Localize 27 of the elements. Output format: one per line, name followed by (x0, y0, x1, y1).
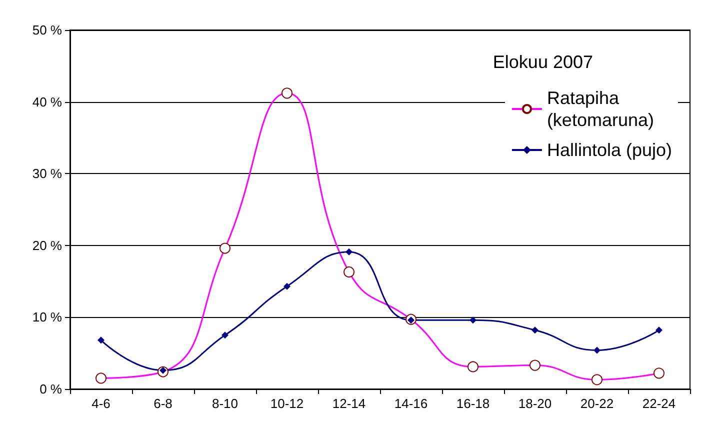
point (656, 326, 662, 334)
y-tick-label: 0 % (40, 382, 62, 396)
y-tick-label: 30 % (32, 166, 62, 182)
x-tick-label: 8-10 (212, 396, 238, 411)
x-tick-label: 14-16 (394, 396, 428, 411)
legend-label: Hallintola (pujo) (546, 140, 672, 160)
point (222, 332, 228, 339)
point (470, 316, 476, 324)
x-tick-label: 16-18 (456, 396, 490, 411)
x-tick-label: 22-24 (642, 396, 676, 411)
y-tick-label: 50 % (32, 22, 62, 38)
x-tick-label: 18-20 (518, 396, 552, 411)
x-tick-label: 12-14 (332, 396, 366, 411)
y-tick-label: 10 % (32, 310, 62, 325)
x-tick-label: 6-8 (154, 396, 172, 411)
legend-label: Ratapiha (ketomaruna) (546, 88, 654, 130)
x-tick-label: 10-12 (270, 396, 304, 411)
y-tick-label: 40 % (32, 94, 62, 110)
y-tick-label: 20 % (32, 238, 62, 253)
point (594, 346, 600, 354)
point (284, 282, 290, 290)
point (532, 326, 538, 334)
point (98, 336, 104, 344)
legend-title: Elokuu 2007 (492, 52, 594, 72)
point (346, 248, 352, 256)
x-tick-label: 20-22 (580, 396, 614, 411)
x-tick-label: 4-6 (92, 396, 110, 411)
